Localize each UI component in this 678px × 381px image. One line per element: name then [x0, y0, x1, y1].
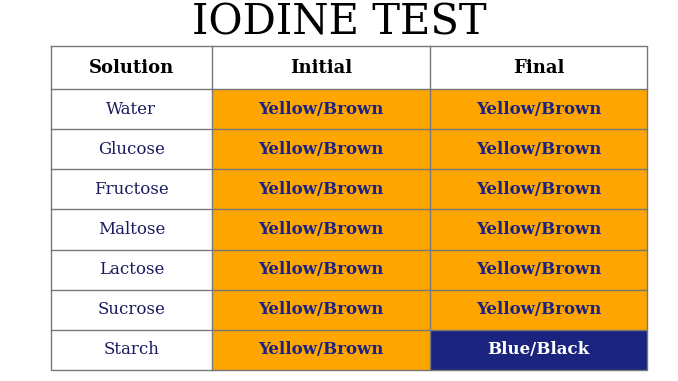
- Text: Lactose: Lactose: [99, 261, 164, 278]
- Text: Solution: Solution: [89, 59, 174, 77]
- Text: Yellow/Brown: Yellow/Brown: [476, 221, 601, 238]
- Text: Yellow/Brown: Yellow/Brown: [476, 301, 601, 318]
- Text: Yellow/Brown: Yellow/Brown: [258, 181, 384, 198]
- Text: Yellow/Brown: Yellow/Brown: [476, 141, 601, 158]
- Text: Yellow/Brown: Yellow/Brown: [476, 181, 601, 198]
- Text: Fructose: Fructose: [94, 181, 169, 198]
- Text: Yellow/Brown: Yellow/Brown: [476, 261, 601, 278]
- Text: Yellow/Brown: Yellow/Brown: [258, 341, 384, 358]
- Text: Yellow/Brown: Yellow/Brown: [258, 221, 384, 238]
- Text: Glucose: Glucose: [98, 141, 165, 158]
- Text: Water: Water: [106, 101, 157, 118]
- Text: Yellow/Brown: Yellow/Brown: [258, 101, 384, 118]
- Text: Maltose: Maltose: [98, 221, 165, 238]
- Text: Yellow/Brown: Yellow/Brown: [258, 141, 384, 158]
- Text: Final: Final: [513, 59, 564, 77]
- Text: IODINE TEST: IODINE TEST: [192, 2, 486, 44]
- Text: Yellow/Brown: Yellow/Brown: [476, 101, 601, 118]
- Text: Yellow/Brown: Yellow/Brown: [258, 301, 384, 318]
- Text: Blue/Black: Blue/Black: [487, 341, 590, 358]
- Text: Initial: Initial: [290, 59, 352, 77]
- Text: Yellow/Brown: Yellow/Brown: [258, 261, 384, 278]
- Text: Starch: Starch: [104, 341, 159, 358]
- Text: Sucrose: Sucrose: [98, 301, 165, 318]
